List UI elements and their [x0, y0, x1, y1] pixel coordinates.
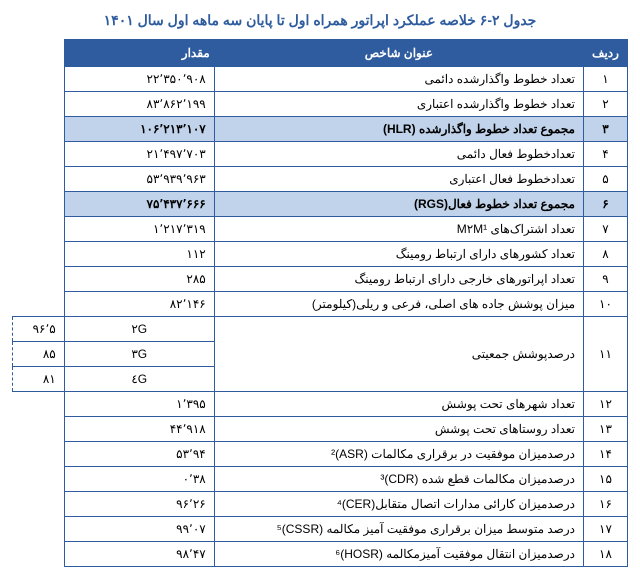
row-name: تعداد کشورهای دارای ارتباط رومینگ [214, 242, 583, 267]
row-val: ۲۸۵ [64, 267, 214, 292]
header-name: عنوان شاخص [214, 40, 583, 67]
row-idx: ۱ [584, 67, 628, 92]
coverage-tech: ٤G [64, 367, 214, 392]
coverage-val: ۹۶٬۵ [13, 317, 65, 342]
header-val: مقدار [64, 40, 214, 67]
row-idx: ۱۸ [584, 542, 628, 567]
row-idx: ۴ [584, 142, 628, 167]
table-row: ۹تعداد اپراتورهای خارجی دارای ارتباط روم… [13, 267, 628, 292]
row-val: ۲۲٬۳۵۰٬۹۰۸ [64, 67, 214, 92]
row-name: میزان پوشش جاده های اصلی، فرعی و ریلی(کی… [214, 292, 583, 317]
table-title: جدول ۲-۶ خلاصه عملکرد اپراتور همراه اول … [12, 12, 628, 29]
table-row: ۱۷درصد متوسط میزان برقراری موفقیت آمیز م… [13, 517, 628, 542]
row-name: درصدمیزان انتقال موفقیت آمیزمکالمه (HOSR… [214, 542, 583, 567]
row-idx: ۱۶ [584, 492, 628, 517]
row-val: ۱۰۶٬۲۱۳٬۱۰۷ [64, 117, 214, 142]
row-name: درصدمیزان موفقیت در برقراری مکالمات (ASR… [214, 442, 583, 467]
table-row: ۴تعدادخطوط فعال دائمی۲۱٬۴۹۷٬۷۰۳ [13, 142, 628, 167]
row-val: ۸۳٬۸۶۲٬۱۹۹ [64, 92, 214, 117]
row-name: تعداد خطوط واگذارشده اعتباری [214, 92, 583, 117]
table-row: ۱۳تعداد روستاهای تحت پوشش۴۴٬۹۱۸ [13, 417, 628, 442]
row-val: ۲۱٬۴۹۷٬۷۰۳ [64, 142, 214, 167]
row-idx: ۱۱ [584, 317, 628, 392]
row-name: تعداد اپراتورهای خارجی دارای ارتباط رومی… [214, 267, 583, 292]
row-val: ۱۱۲ [64, 242, 214, 267]
table-row: ۱تعداد خطوط واگذارشده دائمی۲۲٬۳۵۰٬۹۰۸ [13, 67, 628, 92]
table-row: ۱۶درصدمیزان کارائی مدارات اتصال متقابل(C… [13, 492, 628, 517]
row-val: ۵۳٬۹۳۹٬۹۶۳ [64, 167, 214, 192]
row-idx: ۱۲ [584, 392, 628, 417]
header-row: ردیف عنوان شاخص مقدار [13, 40, 628, 67]
row-name: تعداد اشتراک‌های M۲M¹ [214, 217, 583, 242]
table-row: ۱۴درصدمیزان موفقیت در برقراری مکالمات (A… [13, 442, 628, 467]
row-idx: ۱۴ [584, 442, 628, 467]
row-name: درصدپوشش جمعیتی [214, 317, 583, 392]
row-idx: ۶ [584, 192, 628, 217]
table-row: ۱۲تعداد شهرهای تحت پوشش۱٬۳۹۵ [13, 392, 628, 417]
row-idx: ۱۳ [584, 417, 628, 442]
row-name: تعداد خطوط واگذارشده دائمی [214, 67, 583, 92]
row-val: ۹۹٬۰۷ [64, 517, 214, 542]
row-val: ۰٬۳۸ [64, 467, 214, 492]
row-val: ۹۶٬۲۶ [64, 492, 214, 517]
row-name: تعداد روستاهای تحت پوشش [214, 417, 583, 442]
table-row: ۱۵درصدمیزان مکالمات قطع شده (CDR)³۰٬۳۸ [13, 467, 628, 492]
row-val: ۱٬۲۱۷٬۳۱۹ [64, 217, 214, 242]
row-name: مجموع تعداد خطوط واگذارشده (HLR) [214, 117, 583, 142]
row-name: تعدادخطوط فعال دائمی [214, 142, 583, 167]
coverage-tech: ۳G [64, 342, 214, 367]
row-val: ۷۵٬۴۳۷٬۶۶۶ [64, 192, 214, 217]
row-val: ۸۲٬۱۴۶ [64, 292, 214, 317]
performance-table: ردیف عنوان شاخص مقدار ۱تعداد خطوط واگذار… [12, 39, 628, 567]
coverage-val: ۸۱ [13, 367, 65, 392]
coverage-val: ۸۵ [13, 342, 65, 367]
table-row: ۸تعداد کشورهای دارای ارتباط رومینگ۱۱۲ [13, 242, 628, 267]
table-row: ۱۰میزان پوشش جاده های اصلی، فرعی و ریلی(… [13, 292, 628, 317]
row-val: ۱٬۳۹۵ [64, 392, 214, 417]
coverage-tech: ۲G [64, 317, 214, 342]
row-idx: ۱۷ [584, 517, 628, 542]
row-idx: ۱۰ [584, 292, 628, 317]
row-name: درصد متوسط میزان برقراری موفقیت آمیز مکا… [214, 517, 583, 542]
table-row: ۳مجموع تعداد خطوط واگذارشده (HLR)۱۰۶٬۲۱۳… [13, 117, 628, 142]
row-name: تعدادخطوط فعال اعتباری [214, 167, 583, 192]
table-row: ۱۱درصدپوشش جمعیتی۲G۹۶٬۵ [13, 317, 628, 342]
table-row: ۱۸درصدمیزان انتقال موفقیت آمیزمکالمه (HO… [13, 542, 628, 567]
row-idx: ۹ [584, 267, 628, 292]
row-val: ۹۸٬۴۷ [64, 542, 214, 567]
table-row: ۶مجموع تعداد خطوط فعال(RGS)۷۵٬۴۳۷٬۶۶۶ [13, 192, 628, 217]
row-val: ۵۳٬۹۴ [64, 442, 214, 467]
row-name: تعداد شهرهای تحت پوشش [214, 392, 583, 417]
table-row: ۲تعداد خطوط واگذارشده اعتباری۸۳٬۸۶۲٬۱۹۹ [13, 92, 628, 117]
table-row: ۷تعداد اشتراک‌های M۲M¹۱٬۲۱۷٬۳۱۹ [13, 217, 628, 242]
table-row: ۵تعدادخطوط فعال اعتباری۵۳٬۹۳۹٬۹۶۳ [13, 167, 628, 192]
row-idx: ۸ [584, 242, 628, 267]
row-name: درصدمیزان کارائی مدارات اتصال متقابل(CER… [214, 492, 583, 517]
row-name: درصدمیزان مکالمات قطع شده (CDR)³ [214, 467, 583, 492]
header-idx: ردیف [584, 40, 628, 67]
row-idx: ۷ [584, 217, 628, 242]
row-idx: ۲ [584, 92, 628, 117]
row-val: ۴۴٬۹۱۸ [64, 417, 214, 442]
row-name: مجموع تعداد خطوط فعال(RGS) [214, 192, 583, 217]
row-idx: ۵ [584, 167, 628, 192]
row-idx: ۳ [584, 117, 628, 142]
row-idx: ۱۵ [584, 467, 628, 492]
